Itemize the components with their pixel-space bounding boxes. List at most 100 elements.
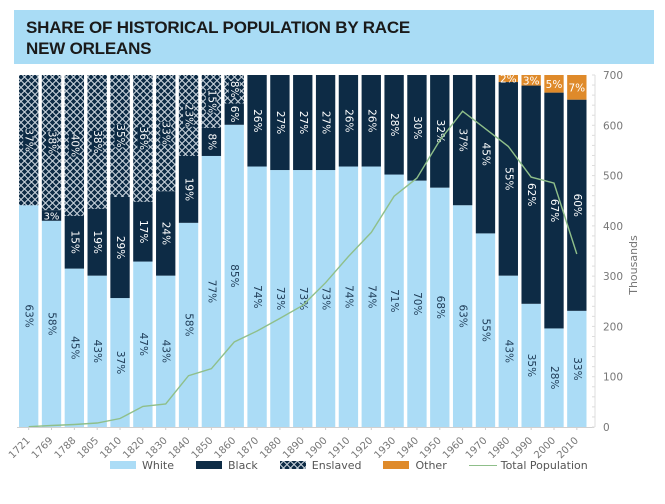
data-label-white-1830: 43%: [160, 340, 172, 363]
data-label-black-1860-text: 6%: [228, 106, 240, 123]
data-label-black-1940-text: 30%: [411, 116, 423, 139]
data-label-enslaved-1769-text: 38%: [46, 131, 58, 154]
y2-tick-label-300: 300: [603, 271, 623, 283]
data-label-white-1890-text: 73%: [297, 287, 309, 310]
bar-black-1810: [110, 196, 130, 299]
data-label-enslaved-1850-bg: [205, 90, 217, 113]
data-label-black-1870-text: 26%: [251, 109, 263, 132]
data-label-white-1890: 73%: [297, 287, 309, 310]
data-label-other-1980-text: 2%: [500, 74, 517, 86]
bar-black-1788: [64, 215, 85, 269]
data-label-black-1990-text: 62%: [525, 183, 537, 206]
data-label-enslaved-1788: 40%: [68, 134, 80, 157]
data-label-black-1970-text: 45%: [479, 143, 491, 166]
legend-swatch-other: [383, 461, 410, 469]
data-label-enslaved-1805-text: 38%: [91, 130, 103, 153]
x-tick-label-1721: 1721: [7, 435, 33, 461]
y2-tick-label-100: 100: [603, 372, 623, 384]
data-label-black-1920-text: 26%: [365, 109, 377, 132]
legend-label-enslaved: Enslaved: [311, 458, 362, 472]
data-label-enslaved-1840-text: 23%: [183, 104, 195, 127]
data-label-white-1721-text: 63%: [23, 304, 35, 327]
data-label-enslaved-1850: 15%: [205, 90, 217, 113]
data-label-enslaved-1788-bg: [68, 134, 80, 157]
bar-other-2010: [567, 75, 587, 100]
bar-white-1788: [64, 268, 85, 427]
data-label-white-1769: 58%: [46, 312, 58, 335]
legend-swatch-total-population: [468, 464, 497, 466]
bar-black-1940: [407, 75, 427, 181]
data-label-enslaved-1860: 8%: [228, 81, 240, 98]
y2-tick-label-400: 400: [603, 221, 623, 233]
bar-white-2010: [567, 310, 587, 427]
bar-white-1860: [224, 124, 244, 428]
bar-white-1840: [178, 222, 199, 427]
data-label-white-1870-text: 74%: [251, 285, 263, 308]
data-label-white-1820-text: 47%: [137, 333, 149, 356]
data-label-black-1805: 19%: [91, 231, 103, 254]
data-label-black-2010-text: 60%: [571, 194, 583, 217]
bar-black-2010: [567, 99, 587, 311]
data-label-white-1950-text: 68%: [434, 296, 446, 319]
data-label-black-1810-text: 29%: [114, 236, 126, 259]
data-label-black-1769: 3%: [44, 211, 60, 222]
data-label-white-2010: 33%: [571, 357, 583, 380]
data-label-enslaved-1788-text: 40%: [68, 134, 80, 157]
bar-black-1769: [41, 210, 62, 221]
bar-white-1810: [110, 298, 130, 427]
data-label-enslaved-1820-bg: [137, 127, 149, 150]
bar-white-2000: [544, 328, 564, 427]
y2-tick-label-500: 500: [603, 171, 623, 183]
y2-tick-label-200: 200: [603, 321, 623, 333]
data-label-black-2000: 67%: [548, 199, 560, 222]
data-label-black-1910-text: 26%: [342, 109, 354, 132]
data-label-black-1900-text: 27%: [320, 111, 332, 134]
data-label-other-2000-text: 5%: [546, 79, 563, 91]
data-label-black-1850-text: 8%: [205, 134, 217, 151]
bar-white-1870: [247, 166, 267, 427]
data-label-black-1805-text: 19%: [91, 231, 103, 254]
data-label-white-1850-text: 77%: [205, 280, 217, 303]
bar-black-2000: [544, 92, 564, 329]
data-label-white-1960-text: 63%: [457, 304, 469, 327]
data-label-other-2010: 7%: [568, 82, 585, 94]
data-label-black-1860: 6%: [228, 106, 240, 123]
data-label-white-2000-text: 28%: [548, 366, 560, 389]
data-label-black-1990: 62%: [525, 183, 537, 206]
bar-black-1910: [338, 75, 359, 167]
data-label-white-1769-text: 58%: [46, 312, 58, 335]
data-label-white-1900: 73%: [320, 287, 332, 310]
data-label-enslaved-1840-bg: [183, 104, 195, 127]
data-label-white-1970: 55%: [479, 319, 491, 342]
bar-white-1900: [315, 170, 336, 428]
data-label-black-1940: 30%: [411, 116, 423, 139]
data-label-white-1940: 70%: [411, 292, 423, 315]
bar-white-1830: [156, 275, 176, 427]
data-label-black-2000-text: 67%: [548, 199, 560, 222]
legend-item-enslaved: Enslaved: [279, 458, 362, 472]
data-label-white-1830-text: 43%: [160, 340, 172, 363]
bar-black-1860: [224, 103, 244, 125]
data-label-enslaved-1721: 37%: [23, 128, 35, 151]
bar-white-1820: [133, 261, 153, 427]
data-label-enslaved-1721-bg: [23, 128, 35, 152]
data-label-enslaved-1810: 35%: [114, 124, 126, 147]
data-label-white-1860-text: 85%: [228, 264, 240, 287]
data-label-white-1840: 58%: [183, 313, 195, 336]
data-label-white-1970-text: 55%: [479, 319, 491, 342]
bar-black-1960: [452, 75, 473, 206]
data-label-black-1920: 26%: [365, 109, 377, 132]
total-population-line: [28, 110, 578, 428]
y2-tick-label-0: 0: [603, 422, 610, 434]
data-label-black-1960-text: 37%: [457, 128, 469, 151]
data-label-other-1990: 3%: [523, 75, 540, 87]
bar-black-1890: [293, 75, 313, 171]
bar-white-1850: [201, 155, 222, 427]
data-label-white-1950: 68%: [434, 296, 446, 319]
legend-item-total-population: Total Population: [468, 459, 588, 472]
y2-axis-title: Thousands: [627, 235, 640, 296]
data-label-white-1788: 45%: [68, 336, 80, 359]
data-label-black-1960: 37%: [457, 128, 469, 151]
data-label-other-1980: 2%: [500, 74, 517, 86]
